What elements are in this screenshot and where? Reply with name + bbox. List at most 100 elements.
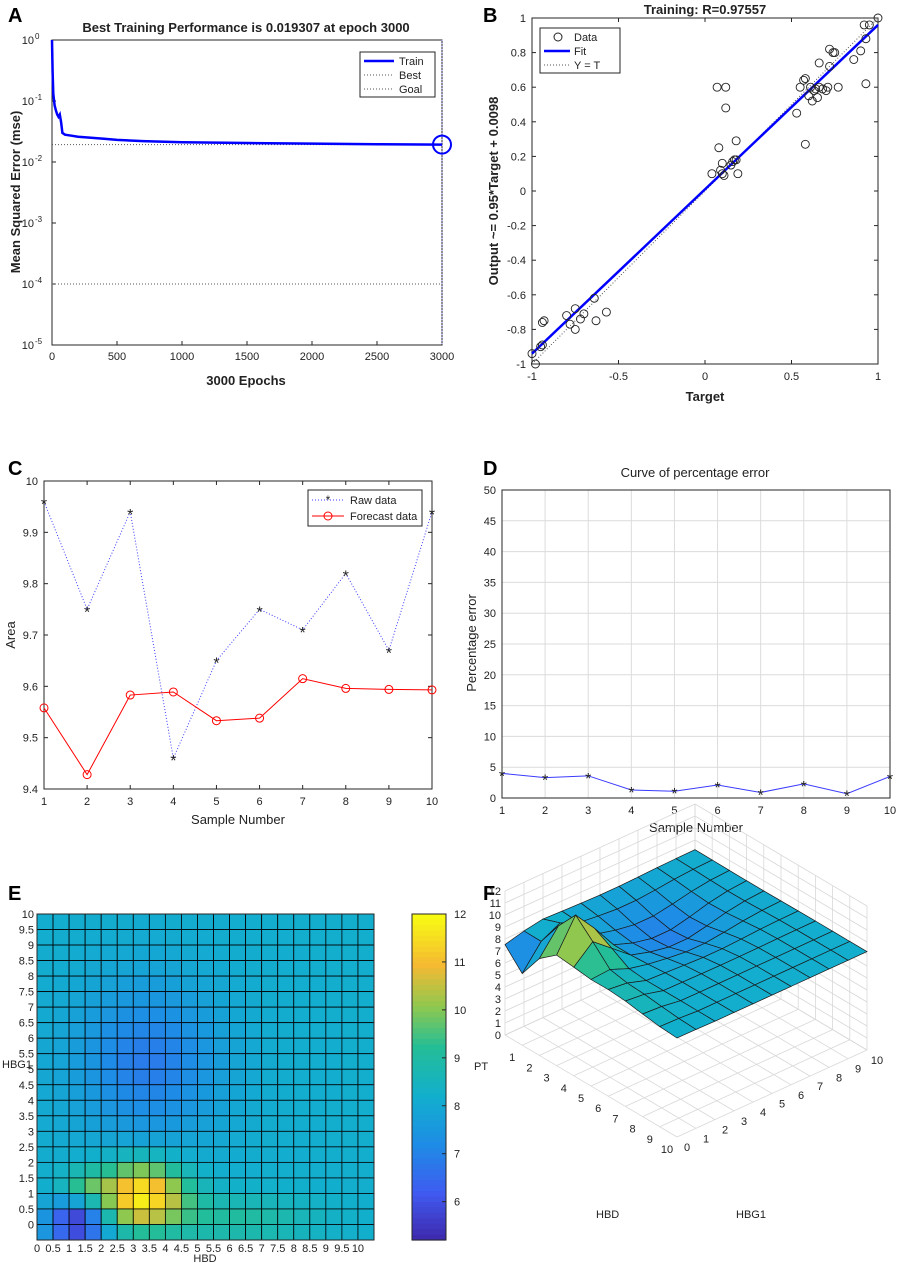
e-colorbar-label: 9 — [454, 1053, 460, 1065]
e-ytick-label: 4 — [28, 1095, 34, 1107]
f-xtick-label: 7 — [612, 1113, 618, 1125]
e-heatmap-cell — [213, 975, 230, 993]
e-heatmap-cell — [36, 913, 54, 930]
e-heatmap-cell — [245, 991, 263, 1008]
e-heatmap-cell — [309, 1130, 327, 1148]
e-colorbar-step — [412, 1169, 446, 1176]
c-forecast-point — [125, 690, 135, 700]
e-heatmap-cell — [116, 1115, 134, 1132]
f-floor-line — [642, 1029, 833, 1117]
f-ytick-label: 5 — [779, 1099, 785, 1111]
b-data-point — [565, 319, 575, 329]
a-ytick-base: 10 — [22, 96, 34, 108]
e-colorbar-step — [412, 919, 446, 926]
e-heatmap-cell — [132, 1099, 150, 1117]
e-heatmap-cell — [261, 1022, 279, 1039]
b-ytick-label: -0.8 — [507, 324, 526, 336]
e-heatmap-cell — [293, 1053, 311, 1070]
a-ytick-exp: -4 — [35, 276, 43, 285]
chart-a-title: Best Training Performance is 0.019307 at… — [82, 20, 409, 35]
b-data-point — [861, 79, 871, 89]
e-heatmap-cell — [100, 1099, 118, 1117]
e-heatmap-cell — [245, 1022, 263, 1039]
e-colorbar-step — [412, 1212, 446, 1219]
chart-b-points — [527, 13, 883, 369]
e-heatmap-cell — [132, 1037, 150, 1055]
e-heatmap-cell — [116, 991, 134, 1008]
e-heatmap-cell — [261, 929, 279, 946]
e-heatmap-cell — [36, 991, 54, 1008]
e-heatmap-cell — [277, 991, 295, 1008]
e-heatmap-cell — [197, 1068, 214, 1086]
chart-e-yticks: 10 9.5 9 8.5 8 7.5 7 6.5 6 5.5 5 4.5 4 3.5 3 2.5 2 1.5 1 0.… — [19, 909, 34, 1231]
panel-d: D Curve of percentage error 1 2 3 4 5 6 7 8 9 10 … — [464, 458, 896, 835]
e-heatmap-cell — [277, 1053, 295, 1070]
e-heatmap-cell — [325, 1224, 343, 1241]
e-heatmap-cell — [84, 1084, 102, 1101]
e-heatmap-cell — [84, 1006, 102, 1024]
e-heatmap-cell — [357, 1099, 375, 1117]
e-heatmap-cell — [293, 1006, 311, 1024]
e-heatmap-cell — [277, 1084, 295, 1101]
e-heatmap-cell — [164, 1208, 182, 1225]
c-xtick-label: 3 — [127, 796, 133, 808]
a-xtick-label: 2000 — [300, 351, 324, 363]
e-heatmap-cell — [100, 944, 118, 961]
e-heatmap-cell — [325, 1022, 343, 1039]
chart-c-forecast-series — [43, 678, 433, 776]
e-heatmap-cell — [164, 1006, 182, 1024]
e-heatmap-cell — [68, 913, 86, 930]
e-heatmap-cell — [68, 1022, 86, 1039]
e-heatmap-cell — [100, 1115, 118, 1132]
c-raw-point: * — [386, 645, 392, 662]
b-data-point — [873, 13, 883, 23]
e-heatmap-cell — [181, 1161, 198, 1179]
e-heatmap-cell — [213, 929, 230, 946]
panel-label-f: F — [483, 883, 495, 905]
e-heatmap-cell — [181, 1224, 198, 1241]
e-heatmap-cell — [132, 929, 150, 946]
e-heatmap-cell — [325, 1099, 343, 1117]
e-heatmap-cell — [84, 1099, 102, 1117]
f-xtick-label: 6 — [595, 1103, 601, 1115]
e-heatmap-cell — [309, 1161, 327, 1179]
e-heatmap-cell — [36, 929, 54, 946]
e-xtick-label: 4 — [162, 1243, 168, 1255]
f-ytick-label: 10 — [871, 1055, 883, 1067]
e-colorbar-step — [412, 1142, 446, 1149]
f-ztick-label: 6 — [495, 958, 501, 970]
e-heatmap-cell — [52, 960, 70, 977]
e-colorbar-step — [412, 990, 446, 997]
e-heatmap-cell — [164, 944, 182, 961]
b-data-point — [800, 74, 810, 84]
e-heatmap-cell — [293, 1037, 311, 1055]
b-data-point — [539, 316, 549, 326]
e-heatmap-cell — [164, 1068, 182, 1086]
e-heatmap-cell — [341, 1161, 359, 1179]
e-xtick-label: 6 — [227, 1243, 233, 1255]
e-heatmap-cell — [68, 1006, 86, 1024]
c-raw-point: * — [429, 507, 435, 524]
e-heatmap-cell — [148, 929, 166, 946]
d-ytick-label: 35 — [484, 577, 496, 589]
e-heatmap-cell — [52, 1224, 70, 1241]
e-heatmap-cell — [52, 975, 70, 993]
f-ztick-label: 10 — [489, 910, 501, 922]
e-heatmap-cell — [229, 1130, 247, 1148]
e-heatmap-cell — [181, 1053, 198, 1070]
chart-b-fit-line — [531, 24, 879, 355]
b-ytick-label: -1 — [516, 359, 526, 371]
chart-a-train-series — [50, 39, 443, 146]
e-heatmap-cell — [325, 1130, 343, 1148]
e-heatmap-cell — [100, 960, 118, 977]
b-data-point — [731, 136, 741, 146]
e-heatmap-cell — [309, 975, 327, 993]
e-xtick-label: 8.5 — [302, 1243, 317, 1255]
d-xtick-label: 6 — [714, 805, 720, 817]
e-heatmap-cell — [277, 944, 295, 961]
e-heatmap-cell — [357, 929, 375, 946]
chart-e-colorbar-ticks: 12 11 10 9 8 7 6 — [442, 909, 466, 1209]
